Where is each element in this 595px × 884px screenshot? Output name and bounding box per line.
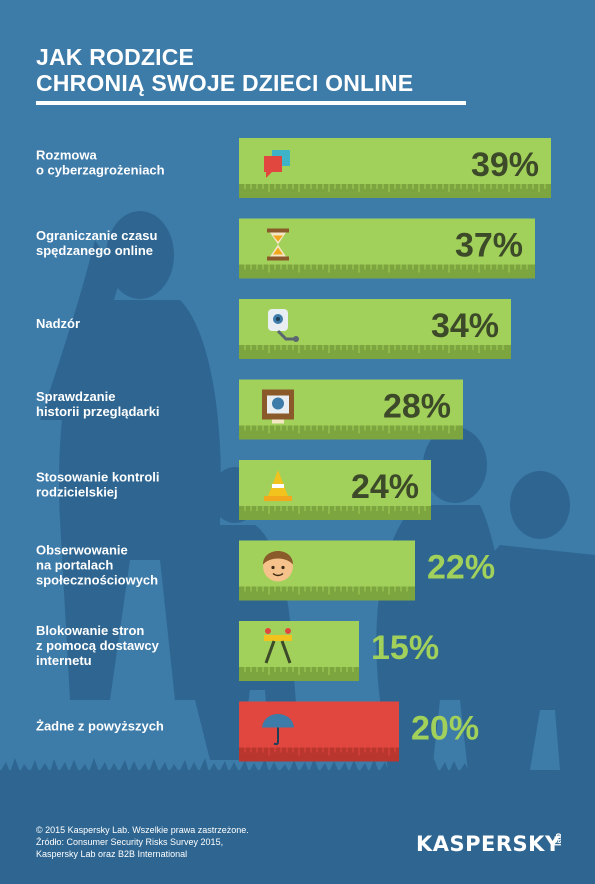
source-line: Źródło: Consumer Security Risks Survey 2… [36, 837, 224, 847]
category-label: Nadzór [36, 316, 80, 331]
value-label: 37% [455, 227, 523, 265]
bar-row: Nadzór 34% [36, 299, 511, 359]
category-label: Sprawdzanie [36, 389, 115, 404]
title-line-1: JAK RODZICE [36, 44, 195, 70]
history-window-icon [262, 389, 294, 424]
umbrella-icon [262, 714, 294, 746]
category-label: społecznościowych [36, 573, 158, 588]
value-label: 24% [351, 468, 419, 506]
traffic-cone-icon [264, 470, 292, 501]
webcam-icon [268, 309, 299, 342]
kaspersky-logo: KASPERSKY [416, 832, 561, 856]
value-label: 15% [371, 629, 439, 667]
category-label: internetu [36, 653, 92, 668]
category-label: Rozmowa [36, 148, 97, 163]
road-barrier-icon [264, 628, 292, 664]
value-label: 39% [471, 146, 539, 184]
category-label: o cyberzagrożeniach [36, 163, 165, 178]
copyright-line: © 2015 Kaspersky Lab. Wszelkie prawa zas… [36, 825, 249, 835]
category-label: rodzicielskiej [36, 485, 118, 500]
boy-face-icon [263, 551, 293, 582]
bar-ruler-strip [239, 425, 463, 440]
value-label: 22% [427, 549, 495, 587]
value-label: 28% [383, 388, 451, 426]
value-label: 34% [431, 307, 499, 345]
speech-bubbles-icon [264, 150, 290, 178]
title-underline [36, 101, 466, 105]
page-title: JAK RODZICE CHRONIĄ SWOJE DZIECI ONLINE [36, 44, 413, 96]
category-label: z pomocą dostawcy [36, 638, 160, 653]
bar-row: Żadne z powyższych 20% [36, 701, 479, 762]
grass-blades [0, 758, 595, 780]
category-label: historii przeglądarki [36, 404, 160, 419]
title-line-2: CHRONIĄ SWOJE DZIECI ONLINE [36, 70, 414, 96]
category-label: Stosowanie kontroli [36, 470, 160, 485]
category-label: Obserwowanie [36, 543, 128, 558]
category-label: na portalach [36, 558, 113, 573]
category-label: Ograniczanie czasu [36, 228, 157, 243]
category-label: Blokowanie stron [36, 623, 144, 638]
hourglass-icon [267, 228, 289, 261]
value-label: 20% [411, 710, 479, 748]
category-label: spędzanego online [36, 243, 153, 258]
category-label: Żadne z powyższych [36, 719, 164, 734]
bar-ruler-strip [239, 345, 511, 359]
source-line-2: Kaspersky Lab oraz B2B International [36, 849, 188, 859]
footer-credits: © 2015 Kaspersky Lab. Wszelkie prawa zas… [36, 824, 249, 860]
kaspersky-logo-lab: lab [553, 832, 563, 846]
